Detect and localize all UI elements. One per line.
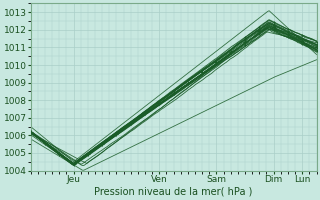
X-axis label: Pression niveau de la mer( hPa ): Pression niveau de la mer( hPa ) [94,187,253,197]
